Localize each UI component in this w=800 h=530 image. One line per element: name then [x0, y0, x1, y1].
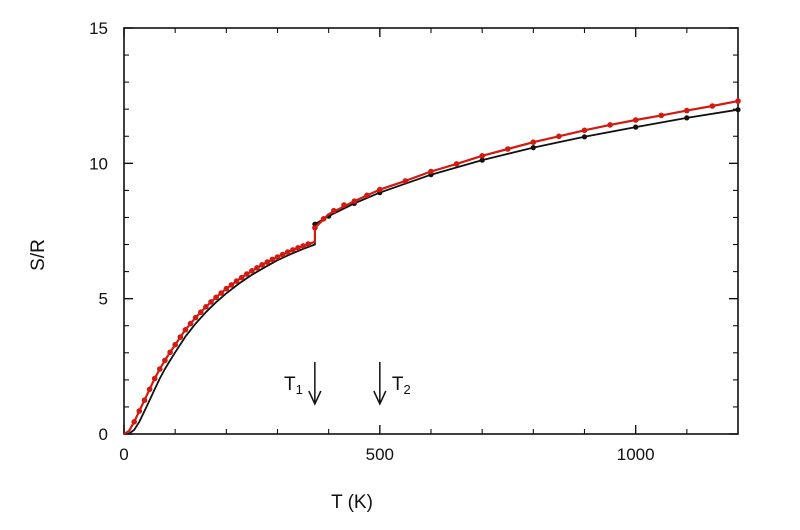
data-point — [279, 251, 286, 258]
data-point — [709, 103, 716, 109]
data-point — [684, 115, 690, 121]
data-point — [295, 245, 301, 251]
annotation-label: T1 — [284, 374, 303, 397]
data-point — [249, 268, 255, 274]
plot-frame — [123, 27, 739, 435]
data-point — [341, 202, 347, 208]
data-point — [377, 186, 383, 193]
annotation-label-main: T — [392, 374, 404, 395]
annotation-label-sub: 2 — [403, 382, 410, 397]
annotations: T1 T2 — [284, 362, 411, 406]
axis-ticks: 0 500 1000 0 5 10 15 — [89, 19, 738, 464]
data-point — [198, 309, 204, 316]
data-point — [505, 146, 511, 152]
data-point — [305, 241, 312, 247]
data-point — [167, 349, 173, 356]
data-point — [238, 274, 245, 281]
data-point — [479, 153, 486, 159]
data-point — [632, 117, 639, 123]
data-point — [581, 127, 588, 134]
annotation-label: T2 — [392, 374, 411, 397]
data-point — [157, 366, 163, 372]
data-point — [312, 225, 318, 231]
data-point — [320, 216, 327, 222]
data-point — [269, 256, 276, 263]
data-point — [172, 341, 178, 348]
data-point — [428, 168, 434, 175]
data-point — [218, 290, 224, 296]
down-arrow-icon — [308, 390, 322, 406]
y-tick-label: 15 — [89, 19, 108, 38]
data-point — [479, 157, 485, 163]
data-point — [556, 133, 562, 140]
data-point — [259, 262, 265, 268]
data-point — [136, 408, 143, 414]
data-point — [735, 98, 741, 104]
y-tick-label: 0 — [99, 425, 108, 444]
data-point — [284, 249, 291, 255]
data-point — [351, 198, 358, 204]
data-point — [131, 419, 137, 425]
data-point — [735, 107, 741, 113]
data-point — [581, 134, 588, 140]
annotation-label-sub: 1 — [296, 382, 303, 397]
data-point — [151, 375, 158, 382]
data-point — [633, 124, 639, 130]
data-point — [274, 254, 281, 260]
data-point — [203, 304, 209, 310]
data-point — [208, 299, 214, 305]
x-tick-label: 0 — [119, 445, 128, 464]
data-point — [182, 327, 189, 333]
data-point — [290, 247, 296, 253]
data-point — [213, 294, 219, 301]
y-axis-title: S/R — [28, 239, 49, 271]
down-arrow-icon — [373, 390, 387, 406]
data-point — [244, 271, 250, 277]
data-point — [223, 285, 230, 292]
data-point — [233, 278, 240, 284]
data-point — [192, 314, 199, 321]
data-point — [530, 139, 537, 145]
data-point — [162, 357, 168, 364]
annotation-label-main: T — [284, 374, 296, 395]
plot-area — [123, 27, 739, 435]
x-axis-title: T (K) — [331, 492, 373, 513]
data-point — [658, 112, 665, 119]
data-point — [453, 161, 460, 167]
data-point — [300, 243, 306, 249]
series-line-2 — [123, 100, 739, 435]
series-line-1 — [123, 108, 739, 435]
data-point — [177, 334, 184, 340]
data-point — [264, 259, 271, 265]
data-point — [607, 122, 613, 128]
data-point — [146, 386, 153, 393]
data-point — [254, 265, 260, 271]
data-point — [331, 207, 337, 214]
data-point — [141, 397, 148, 404]
series-group — [123, 98, 741, 435]
data-point — [530, 145, 536, 151]
data-point — [364, 192, 370, 199]
data-point — [684, 107, 690, 114]
y-tick-label: 10 — [89, 154, 108, 173]
y-tick-label: 5 — [99, 290, 108, 309]
x-tick-label: 500 — [366, 445, 394, 464]
x-tick-label: 1000 — [617, 445, 655, 464]
data-point — [228, 282, 235, 288]
data-point — [402, 178, 409, 184]
data-point — [187, 320, 194, 327]
